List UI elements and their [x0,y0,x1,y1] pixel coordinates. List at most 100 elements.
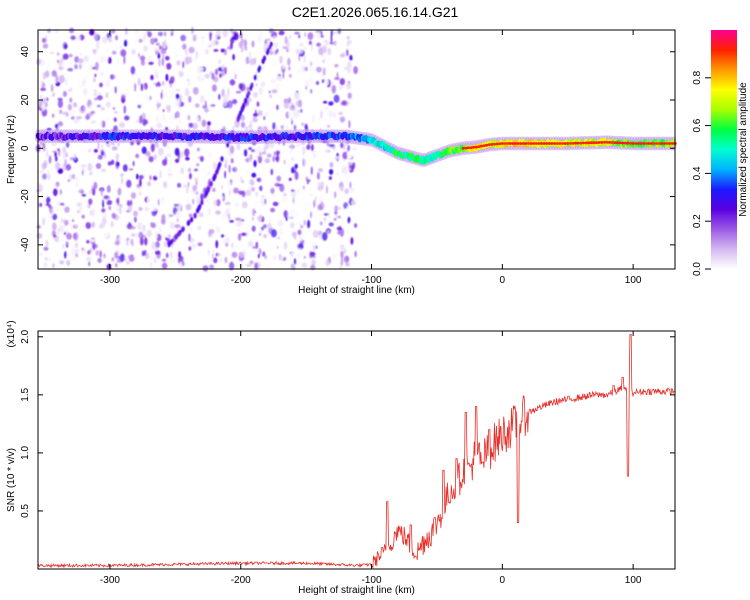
noise-cell [87,149,92,153]
track-cell [209,181,213,187]
ridge-core [587,141,591,145]
noise-cell [298,235,303,242]
noise-cell [55,74,59,84]
noise-cell [241,201,248,209]
noise-cell [189,172,192,180]
noise-cell [293,92,300,100]
noise-cell [286,125,288,129]
noise-cell [337,215,341,219]
noise-cell [256,76,260,83]
noise-cell [272,255,277,260]
noise-cell [185,185,189,194]
noise-cell [249,260,254,265]
noise-cell [74,64,78,70]
noise-cell [43,262,48,268]
noise-cell [89,63,93,72]
ridge-core [655,142,659,145]
noise-cell [312,150,316,160]
noise-cell [269,50,274,55]
noise-cell [249,178,255,186]
noise-cell [169,251,173,259]
ridge-core [639,142,643,145]
noise-cell [113,117,117,122]
noise-cell [315,183,319,187]
noise-cell [182,180,187,186]
noise-cell [228,188,231,197]
noise-cell [168,214,174,217]
noise-cell [290,189,295,192]
noise-cell [119,45,122,49]
noise-cell [57,52,60,56]
noise-cell [334,191,337,199]
noise-cell [212,162,217,170]
noise-cell [42,97,46,103]
noise-cell [265,38,271,42]
ridge-core [490,143,494,146]
noise-cell [168,234,171,238]
colorbar-tick-label: 0.6 [692,118,703,132]
noise-cell [42,142,46,151]
noise-cell [267,58,271,67]
noise-cell [211,223,215,229]
ridge-core [628,141,633,145]
noise-cell [337,233,341,240]
noise-cell [244,126,249,131]
track-cell [257,67,261,73]
noise-cell [66,259,71,266]
noise-cell [300,108,303,113]
noise-cell [172,262,177,266]
noise-cell [71,219,75,223]
noise-cell [161,218,166,225]
noise-cell [343,248,346,254]
noise-cell [152,82,156,86]
noise-cell [215,226,221,233]
noise-cell [207,206,211,216]
noise-cell [111,212,117,219]
noise-cell [133,210,138,217]
noise-cell [332,112,337,119]
noise-cell [50,208,55,216]
noise-cell [294,163,298,169]
noise-cell [58,75,65,84]
noise-cell [274,42,279,49]
noise-cell [328,222,334,227]
ridge-core [500,142,504,145]
noise-cell [296,143,301,147]
noise-cell [234,106,239,111]
noise-cell [78,84,84,88]
noise-cell [42,173,48,180]
noise-cell [56,183,59,189]
noise-cell [224,66,227,75]
ridge-core [503,142,507,145]
noise-cell [69,173,72,182]
noise-cell [46,97,49,102]
noise-cell [324,40,329,48]
ridge-core [540,142,544,145]
noise-cell [126,74,130,83]
noise-cell [206,124,211,132]
noise-cell [263,234,267,239]
ridge-core [618,141,622,145]
noise-cell [334,205,339,212]
noise-cell [49,51,55,55]
track-cell [190,216,194,223]
ridge-core [555,142,559,145]
noise-cell [313,199,316,208]
noise-cell [347,100,350,105]
noise-cell [262,224,267,229]
noise-cell [346,82,352,90]
track-cell [181,226,185,232]
noise-cell [255,191,259,197]
noise-cell [334,171,338,178]
noise-cell [130,226,136,230]
noise-cell [155,143,160,149]
noise-cell [333,33,339,41]
noise-cell [325,259,330,267]
noise-cell [119,204,123,208]
noise-cell [124,228,129,233]
noise-cell [138,231,143,239]
noise-cell [52,222,57,231]
noise-cell [259,214,263,220]
noise-cell [151,241,156,250]
noise-cell [135,173,139,180]
